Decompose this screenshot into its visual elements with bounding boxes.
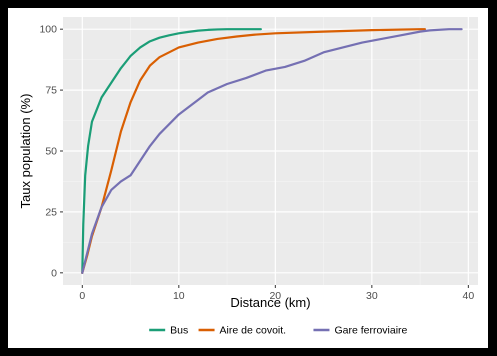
series-line-gare-ferroviaire	[81, 28, 463, 274]
y-tick-label: 50	[45, 146, 57, 158]
y-axis: 0 25 50 75 100	[39, 24, 63, 279]
y-tick-label: 75	[45, 85, 57, 97]
grid-major	[63, 17, 478, 285]
chart-frame: 0 10 20 30 40 0 25 50 75 100 Distance (km) Taux …	[8, 8, 488, 348]
legend-label-bus: Bus	[170, 325, 188, 337]
y-tick-label: 0	[51, 267, 57, 279]
line-chart: 0 10 20 30 40 0 25 50 75 100 Distance (km) Taux …	[18, 17, 478, 337]
series-line-bus	[81, 28, 262, 274]
legend: Bus Aire de covoit. Gare ferroviaire	[149, 325, 408, 337]
x-tick-label: 10	[173, 290, 185, 302]
x-tick-label: 20	[269, 290, 281, 302]
legend-label-aire-de-covoit: Aire de covoit.	[220, 325, 287, 337]
y-tick-label: 25	[45, 206, 57, 218]
x-tick-label: 30	[366, 290, 378, 302]
x-axis-title: Distance (km)	[230, 295, 310, 310]
series-line-aire-de-covoit	[81, 28, 427, 274]
x-axis: 0 10 20 30 40	[79, 285, 474, 302]
y-axis-title: Taux population (%)	[18, 94, 33, 209]
y-tick-label: 100	[39, 24, 57, 36]
series-layer	[81, 28, 463, 274]
legend-label-gare-ferroviaire: Gare ferroviaire	[334, 325, 407, 337]
x-tick-label: 0	[79, 290, 85, 302]
x-tick-label: 40	[463, 290, 475, 302]
